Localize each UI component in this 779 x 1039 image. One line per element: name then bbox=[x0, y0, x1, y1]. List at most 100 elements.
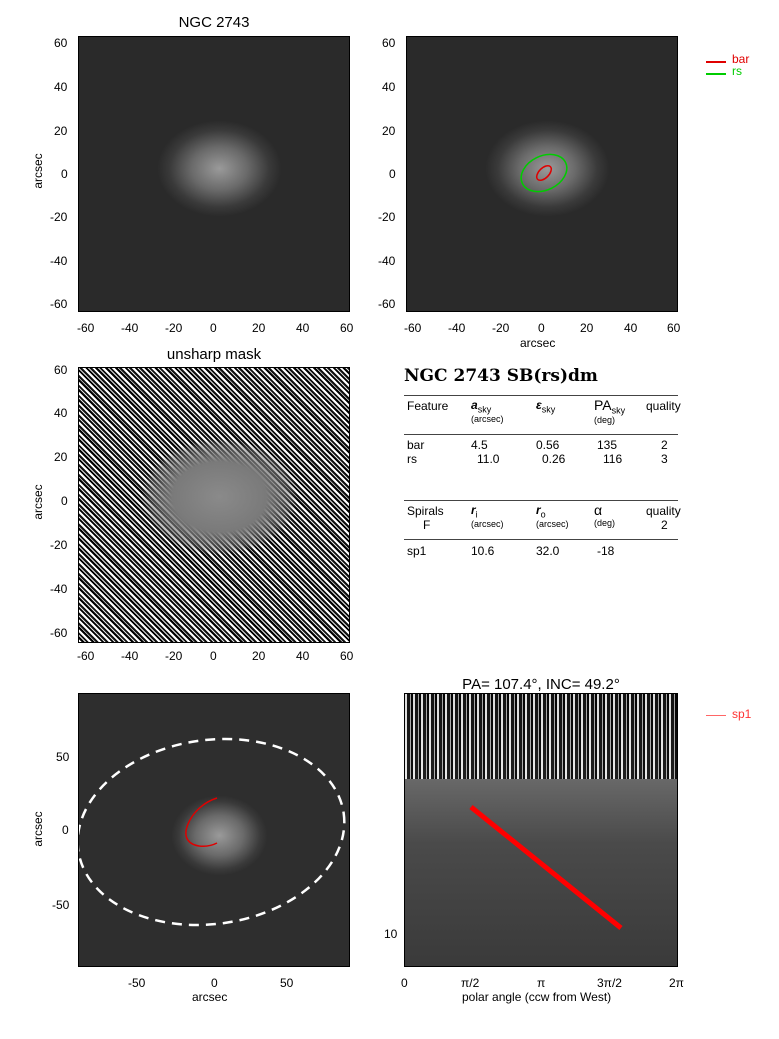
noise-band bbox=[405, 694, 677, 779]
header-alpha-symbol: α bbox=[594, 502, 603, 518]
table-row-sp1-ri: 10.6 bbox=[471, 544, 495, 558]
panel5-xlabel: arcsec bbox=[192, 990, 228, 1004]
header-a-symbol: a bbox=[471, 398, 478, 412]
table-rule bbox=[404, 395, 678, 396]
header-ro-sub: o bbox=[540, 509, 546, 520]
table-header-quality: quality bbox=[646, 399, 681, 413]
table-row-rs-quality: 3 bbox=[661, 452, 668, 466]
table-header-eps: εsky bbox=[536, 398, 555, 414]
ytick: -60 bbox=[378, 297, 396, 311]
table-header-spirals: Spirals F bbox=[407, 504, 444, 532]
ytick: -20 bbox=[50, 210, 68, 224]
xtick: 60 bbox=[667, 321, 681, 335]
header-eps-sub: sky bbox=[541, 404, 556, 415]
table-header-a: asky (arcsec) bbox=[471, 398, 504, 424]
header-spirals-label: Spirals bbox=[407, 504, 444, 518]
xtick: 0 bbox=[210, 649, 217, 663]
table-row-sp1-feature: sp1 bbox=[407, 544, 427, 558]
xtick: 40 bbox=[296, 321, 310, 335]
table-row-rs-feature: rs bbox=[407, 452, 417, 466]
ytick: 40 bbox=[54, 406, 68, 420]
header-ri-sub: i bbox=[475, 509, 478, 520]
xtick: 40 bbox=[296, 649, 310, 663]
ytick: -40 bbox=[50, 254, 68, 268]
table-header-ri: ri (arcsec) bbox=[471, 503, 504, 529]
table-header-feature: Feature bbox=[407, 399, 449, 413]
ytick: -60 bbox=[50, 626, 68, 640]
table-row-bar-feature: bar bbox=[407, 438, 425, 452]
table-heading: NGC 2743 SB(rs)dm bbox=[404, 366, 598, 386]
table-header-alpha: α (deg) bbox=[594, 502, 615, 528]
ytick: 60 bbox=[54, 36, 68, 50]
xtick: -40 bbox=[121, 649, 139, 663]
header-pa-sub: sky bbox=[611, 405, 626, 416]
polar-projection-image bbox=[404, 693, 678, 967]
panel1-ylabel: arcsec bbox=[31, 153, 45, 189]
ytick: 60 bbox=[382, 36, 396, 50]
header-ri-symbol: r bbox=[471, 503, 476, 517]
ytick: 60 bbox=[54, 363, 68, 377]
ellipse-overlay bbox=[520, 153, 568, 193]
panel1-title: NGC 2743 bbox=[178, 14, 250, 31]
header-a-unit: (arcsec) bbox=[471, 414, 504, 425]
table-header-pa: PAsky (deg) bbox=[594, 397, 625, 425]
panel3-ylabel: arcsec bbox=[31, 484, 45, 520]
ytick: -20 bbox=[378, 210, 396, 224]
ytick: 40 bbox=[54, 80, 68, 94]
ytick: -40 bbox=[378, 254, 396, 268]
header-quality2-label: quality bbox=[646, 504, 681, 518]
table-header-quality2: quality 2 bbox=[646, 504, 681, 532]
table-row-bar-a: 4.5 bbox=[471, 438, 488, 452]
ytick: 0 bbox=[61, 494, 68, 508]
ytick: -20 bbox=[50, 538, 68, 552]
xtick: 60 bbox=[340, 321, 354, 335]
table-rule bbox=[404, 500, 678, 501]
legend-label-bar: bar bbox=[732, 52, 750, 66]
ytick: 0 bbox=[389, 167, 396, 181]
panel6-xlabel: polar angle (ccw from West) bbox=[462, 990, 612, 1004]
xtick: -60 bbox=[77, 321, 95, 335]
galaxy-ellipse-image bbox=[406, 36, 678, 312]
xtick: -60 bbox=[404, 321, 422, 335]
xtick: 50 bbox=[280, 976, 294, 990]
xtick: 40 bbox=[624, 321, 638, 335]
rs-ellipse bbox=[520, 153, 568, 193]
panel3-title: unsharp mask bbox=[166, 346, 262, 363]
ytick: 20 bbox=[382, 124, 396, 138]
ytick: 50 bbox=[56, 750, 70, 764]
table-row-rs-pa: 116 bbox=[603, 452, 623, 466]
ytick-10: 10 bbox=[384, 927, 398, 941]
xtick: 20 bbox=[252, 649, 266, 663]
galaxy-image bbox=[78, 36, 350, 312]
sp1-fit-line bbox=[469, 805, 623, 930]
xtick: -20 bbox=[165, 649, 183, 663]
legend-line-sp1 bbox=[706, 715, 726, 716]
legend-line-rs bbox=[706, 73, 726, 75]
panel2-xlabel: arcsec bbox=[520, 336, 556, 350]
xtick: 20 bbox=[252, 321, 266, 335]
table-row-sp1-alpha: -18 bbox=[597, 544, 615, 558]
panel5-ylabel: arcsec bbox=[31, 811, 45, 847]
header-spirals-flag: F bbox=[423, 518, 431, 532]
table-row-bar-eps: 0.56 bbox=[536, 438, 560, 452]
header-pa-symbol: PA bbox=[594, 397, 612, 413]
xtick: 3π/2 bbox=[597, 976, 622, 990]
header-eps-symbol: ε bbox=[536, 398, 542, 412]
xtick: -20 bbox=[492, 321, 510, 335]
panel6-title: PA= 107.4°, INC= 49.2° bbox=[462, 676, 620, 693]
header-alpha-unit: (deg) bbox=[594, 518, 616, 528]
header-quality2-value: 2 bbox=[661, 518, 668, 532]
xtick: -50 bbox=[128, 976, 146, 990]
header-ro-unit: (arcsec) bbox=[536, 519, 569, 530]
spiral-overlay bbox=[79, 737, 346, 927]
header-ri-unit: (arcsec) bbox=[471, 519, 504, 530]
ytick: 40 bbox=[382, 80, 396, 94]
xtick: π/2 bbox=[461, 976, 480, 990]
xtick: 0 bbox=[211, 976, 218, 990]
xtick: -20 bbox=[165, 321, 183, 335]
ytick: -60 bbox=[50, 297, 68, 311]
legend-label-sp1: sp1 bbox=[732, 707, 752, 721]
xtick: 0 bbox=[210, 321, 217, 335]
table-row-rs-eps: 0.26 bbox=[542, 452, 566, 466]
ytick: 0 bbox=[61, 167, 68, 181]
